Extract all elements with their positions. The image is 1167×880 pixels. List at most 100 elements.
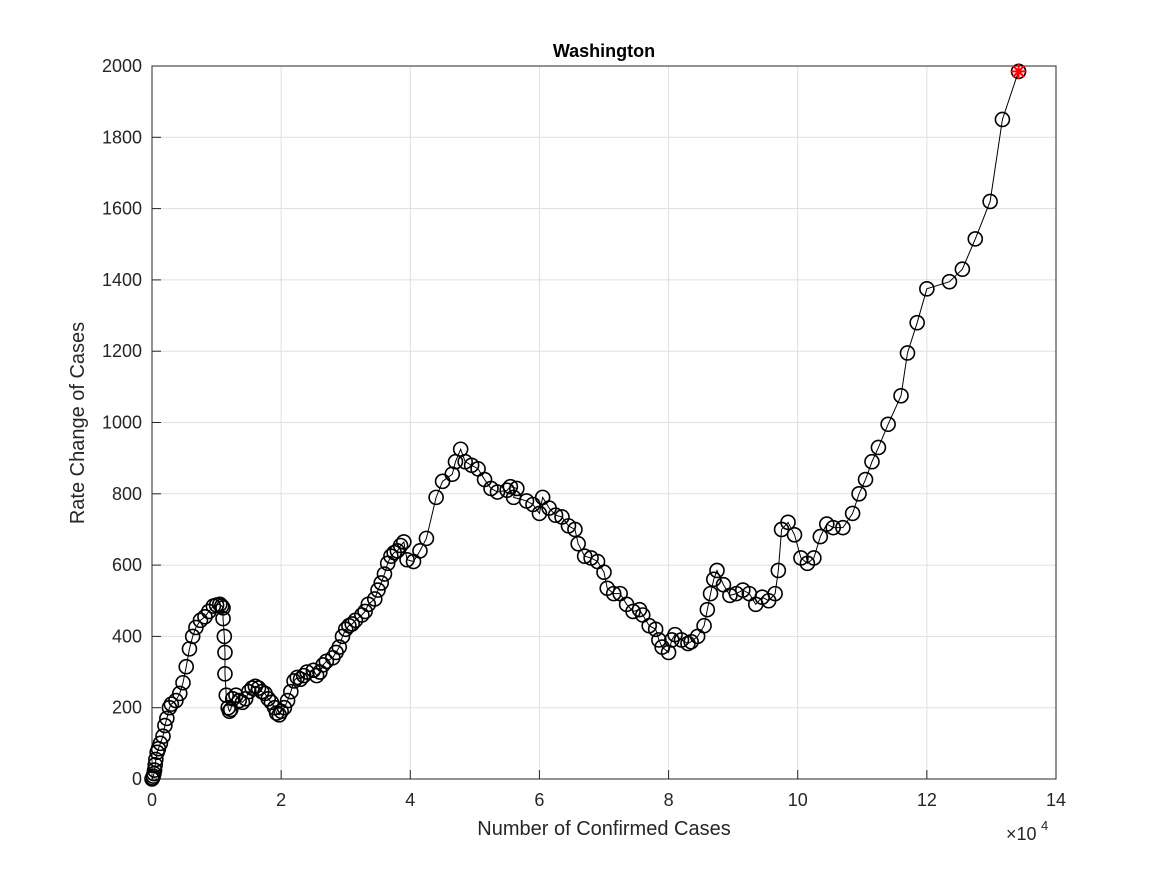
data-point <box>286 673 302 689</box>
data-point <box>605 585 622 602</box>
data-point <box>157 717 173 734</box>
data-point <box>215 610 231 627</box>
data-point <box>570 535 586 552</box>
data-point <box>428 489 444 506</box>
x-scale-power: 4 <box>1041 818 1048 833</box>
y-tick-label: 1800 <box>102 127 142 147</box>
data-point <box>547 507 564 523</box>
data-point <box>625 603 641 620</box>
data-point <box>864 453 880 470</box>
data-point <box>399 551 415 568</box>
data-point <box>148 751 164 768</box>
data-point <box>941 273 958 290</box>
data-point <box>531 505 548 522</box>
y-tick-label: 800 <box>112 484 142 504</box>
data-point <box>175 674 191 691</box>
data-point <box>376 566 393 582</box>
y-tick-label: 1400 <box>102 270 142 290</box>
data-point <box>812 528 829 545</box>
data-point <box>844 505 861 522</box>
data-point <box>192 612 209 629</box>
data-point <box>197 608 213 625</box>
data-point <box>331 639 348 655</box>
data-point <box>851 485 867 502</box>
data-point <box>231 692 247 709</box>
data-point <box>184 628 201 645</box>
data-point <box>147 756 164 773</box>
data-point <box>295 667 312 684</box>
data-point <box>418 530 435 547</box>
data-point <box>289 669 306 686</box>
data-point <box>702 585 719 602</box>
data-point <box>994 111 1011 128</box>
x-tick-label: 6 <box>534 790 544 810</box>
data-point <box>366 591 383 607</box>
data-point <box>163 696 180 712</box>
y-tick-label: 0 <box>132 769 142 789</box>
data-point <box>224 690 241 707</box>
x-axis-label: Number of Confirmed Cases <box>477 818 730 840</box>
data-point <box>786 526 803 543</box>
data-point <box>244 680 260 696</box>
data-point <box>276 699 293 716</box>
data-point <box>155 728 171 745</box>
y-tick-label: 2000 <box>102 56 142 76</box>
data-point <box>215 600 231 616</box>
data-point <box>919 281 935 297</box>
data-point <box>373 575 390 591</box>
data-point <box>576 548 593 564</box>
data-point <box>705 571 722 588</box>
data-point <box>509 480 525 497</box>
data-point <box>171 685 188 702</box>
data-point <box>344 616 360 632</box>
y-tick-label: 200 <box>112 698 142 718</box>
x-tick-label: 2 <box>276 790 286 810</box>
x-scale-label: ×10 <box>1006 824 1037 844</box>
data-point <box>489 484 506 500</box>
y-tick-label: 1000 <box>102 413 142 433</box>
data-point <box>396 534 412 550</box>
data-point <box>222 701 239 718</box>
data-point <box>217 666 233 682</box>
data-point <box>857 471 874 488</box>
data-point <box>651 632 667 648</box>
x-tick-label: 10 <box>788 790 808 810</box>
data-point <box>213 598 230 614</box>
y-tick-label: 400 <box>112 626 142 646</box>
data-point <box>412 543 428 559</box>
data-point <box>647 621 664 638</box>
highlight-marker <box>1010 63 1027 80</box>
data-point <box>767 585 783 602</box>
data-point <box>596 564 612 581</box>
data-point <box>299 664 315 680</box>
data-point <box>699 601 716 618</box>
data-point <box>392 537 409 554</box>
chart-title: Washington <box>553 41 655 61</box>
data-point <box>146 762 163 778</box>
data-point <box>217 644 233 661</box>
data-point <box>780 514 796 531</box>
data-point <box>502 478 519 495</box>
data-point <box>709 562 725 579</box>
data-point <box>212 596 228 613</box>
data-point <box>954 261 971 278</box>
data-point <box>880 416 896 433</box>
axes-box <box>151 65 1057 780</box>
data-point <box>357 603 373 620</box>
data-point <box>370 582 386 598</box>
y-tick-label: 600 <box>112 555 142 575</box>
y-axis-label: Rate Change of Cases <box>67 322 89 524</box>
highlight-stroke <box>1012 64 1025 78</box>
y-tick-label: 1600 <box>102 199 142 219</box>
data-point <box>279 692 296 709</box>
data-point <box>159 710 175 727</box>
data-point <box>870 439 887 456</box>
x-tick-label: 4 <box>405 790 415 810</box>
data-point <box>722 587 738 604</box>
data-point <box>835 519 851 536</box>
data-point <box>696 617 712 634</box>
data-point <box>283 683 299 700</box>
data-point <box>178 658 195 675</box>
